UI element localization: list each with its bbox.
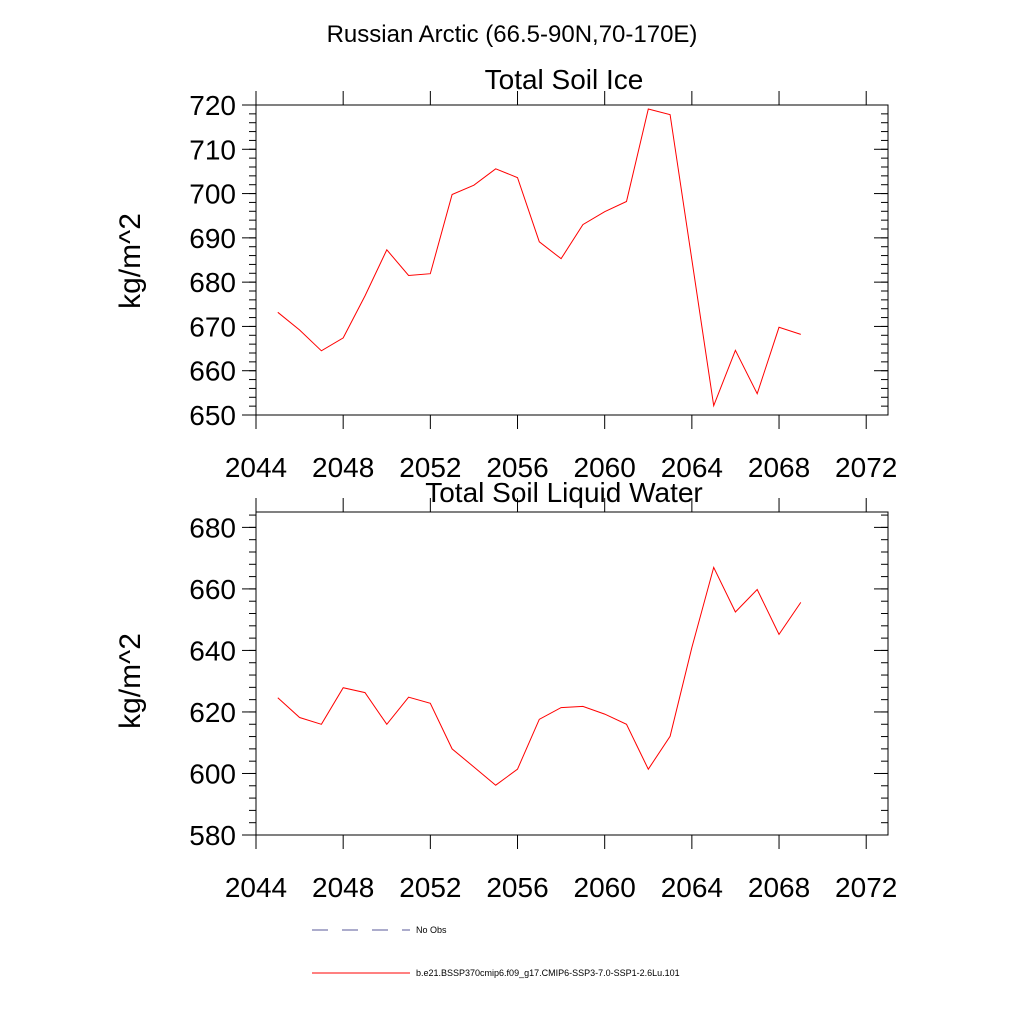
y-tick-label: 660 xyxy=(189,574,236,605)
x-tick-label: 2056 xyxy=(486,872,548,903)
y-tick-label: 690 xyxy=(189,223,236,254)
soil-ice-panel: Total Soil Ice kg/m^2 2044 2048 2052 2056 20… xyxy=(114,64,897,483)
panel-title: Total Soil Ice xyxy=(485,64,644,95)
y-tick-label: 620 xyxy=(189,697,236,728)
x-tick-label: 2064 xyxy=(661,872,723,903)
y-tick-label: 680 xyxy=(189,267,236,298)
y-tick-label: 670 xyxy=(189,311,236,342)
series-line xyxy=(277,565,802,786)
x-tick-label: 2060 xyxy=(574,872,636,903)
y-tick-label: 660 xyxy=(189,356,236,387)
y-tick-label: 650 xyxy=(189,400,236,431)
y-tick-label: 720 xyxy=(189,90,236,121)
legend-label-no-obs: No Obs xyxy=(416,925,447,935)
x-tick-label: 2068 xyxy=(748,452,810,483)
plot-frame xyxy=(255,104,889,416)
x-tick-label: 2052 xyxy=(399,452,461,483)
x-tick-label: 2048 xyxy=(312,872,374,903)
x-tick-label: 2072 xyxy=(835,452,897,483)
x-tick-label: 2072 xyxy=(835,872,897,903)
page-title: Russian Arctic (66.5-90N,70-170E) xyxy=(327,21,698,48)
y-tick-label: 680 xyxy=(189,512,236,543)
y-tick-label: 640 xyxy=(189,635,236,666)
x-tick-label: 2068 xyxy=(748,872,810,903)
panel-title: Total Soil Liquid Water xyxy=(425,477,703,508)
y-tick-label: 600 xyxy=(189,758,236,789)
x-tick-label: 2060 xyxy=(574,452,636,483)
legend: No Obs b.e21.BSSP370cmip6.f09_g17.CMIP6-… xyxy=(312,925,680,978)
x-tick-label: 2048 xyxy=(312,452,374,483)
y-tick-label: 700 xyxy=(189,179,236,210)
plot-frame xyxy=(255,511,889,836)
y-tick-label: 580 xyxy=(189,820,236,851)
x-tick-label: 2052 xyxy=(399,872,461,903)
y-tick-label: 710 xyxy=(189,134,236,165)
x-tick-label: 2064 xyxy=(661,452,723,483)
y-axis-label: kg/m^2 xyxy=(114,633,147,729)
x-tick-label: 2044 xyxy=(225,872,287,903)
series-line xyxy=(277,108,801,408)
x-tick-label: 2044 xyxy=(225,452,287,483)
legend-label-model-run: b.e21.BSSP370cmip6.f09_g17.CMIP6-SSP3-7.… xyxy=(416,968,680,978)
y-axis-label: kg/m^2 xyxy=(114,213,147,309)
x-tick-label: 2056 xyxy=(486,452,548,483)
soil-liquid-water-panel: Total Soil Liquid Water kg/m^2 2044 2048 2… xyxy=(114,477,897,903)
